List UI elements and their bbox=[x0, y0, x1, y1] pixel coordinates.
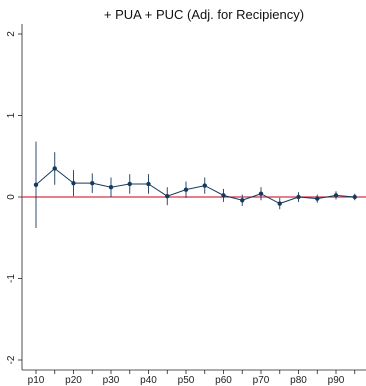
data-point bbox=[352, 194, 357, 200]
data-point bbox=[202, 183, 207, 188]
data-point bbox=[90, 180, 95, 186]
data-point bbox=[258, 191, 264, 196]
x-tick-label: p80 bbox=[290, 375, 307, 386]
series-line bbox=[35, 167, 355, 205]
x-tick-label: p90 bbox=[328, 375, 345, 386]
data-point bbox=[108, 185, 114, 190]
data-point bbox=[315, 196, 320, 201]
x-tick-label: p60 bbox=[215, 375, 232, 386]
x-tick-label: p30 bbox=[103, 375, 120, 386]
data-point bbox=[183, 187, 189, 192]
data-point bbox=[240, 198, 245, 203]
y-tick-label: -2 bbox=[6, 355, 17, 364]
series bbox=[33, 141, 357, 228]
data-point bbox=[71, 180, 76, 186]
data-point bbox=[277, 201, 282, 206]
x-tick-label: p10 bbox=[28, 375, 45, 386]
data-point bbox=[33, 182, 39, 187]
data-point bbox=[333, 193, 339, 198]
data-point bbox=[165, 193, 170, 199]
x-tick-label: p50 bbox=[178, 375, 195, 386]
x-axis: p10 p20 p30 p40 p50 p60 p70 p80 p90 bbox=[28, 370, 356, 386]
y-axis: 2 1 0 -1 -2 bbox=[6, 31, 22, 364]
data-point bbox=[127, 181, 132, 187]
data-point bbox=[221, 193, 226, 198]
x-tick-label: p20 bbox=[65, 375, 82, 386]
data-point bbox=[146, 181, 151, 187]
y-tick-label: 1 bbox=[6, 112, 17, 118]
data-point bbox=[52, 166, 57, 171]
data-point bbox=[296, 194, 301, 200]
y-tick-label: 0 bbox=[6, 194, 17, 200]
y-tick-label: -1 bbox=[6, 274, 17, 283]
y-tick-label: 2 bbox=[6, 31, 17, 37]
x-tick-label: p70 bbox=[253, 375, 270, 386]
x-tick-label: p40 bbox=[140, 375, 157, 386]
chart-title: + PUA + PUC (Adj. for Recipiency) bbox=[104, 7, 304, 22]
